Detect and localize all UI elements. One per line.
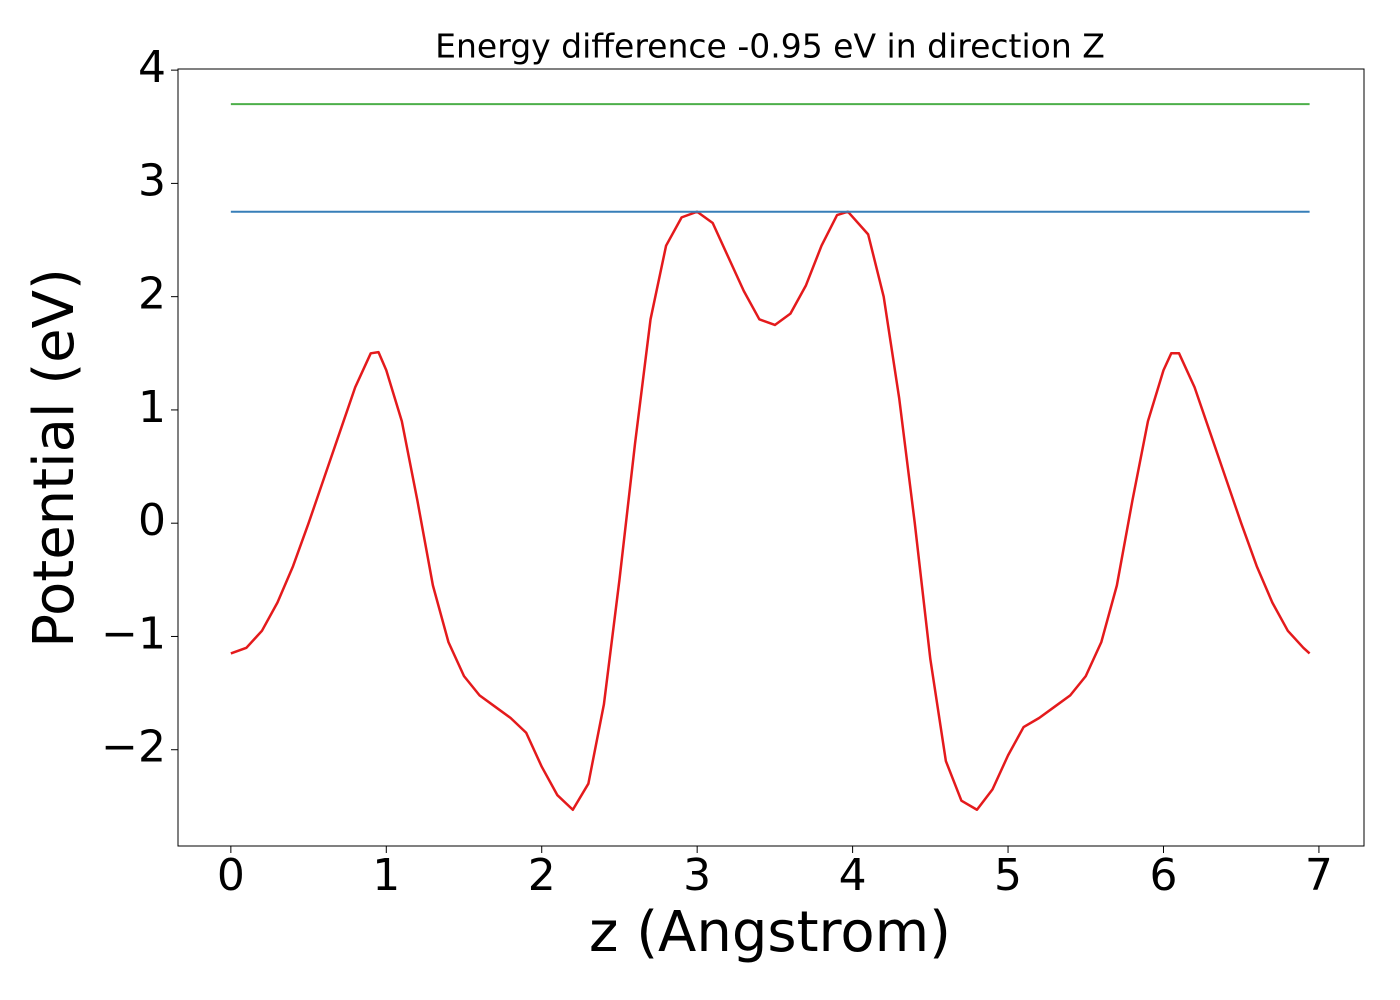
x-tick-label: 1 <box>372 850 400 901</box>
y-tick-label: 1 <box>138 382 166 433</box>
y-tick-label: −2 <box>101 722 166 773</box>
y-tick-label: 4 <box>138 42 166 93</box>
y-tick-label: 0 <box>138 495 166 546</box>
y-tick-label: −1 <box>101 608 166 659</box>
y-axis-label: Potential (eV) <box>22 268 87 648</box>
x-tick-label: 2 <box>528 850 556 901</box>
y-tick-label: 2 <box>138 269 166 320</box>
y-tick-label: 3 <box>138 155 166 206</box>
line-series <box>230 210 1311 812</box>
plot-frame <box>177 68 1365 847</box>
x-tick-label: 5 <box>994 850 1022 901</box>
chart-title: Energy difference -0.95 eV in direction … <box>435 27 1105 66</box>
x-axis-label: z (Angstrom) <box>589 900 951 965</box>
x-tick-label: 0 <box>217 850 245 901</box>
x-tick-label: 4 <box>839 850 867 901</box>
x-tick-label: 7 <box>1305 850 1333 901</box>
x-tick-label: 6 <box>1149 850 1177 901</box>
x-tick-label: 3 <box>683 850 711 901</box>
